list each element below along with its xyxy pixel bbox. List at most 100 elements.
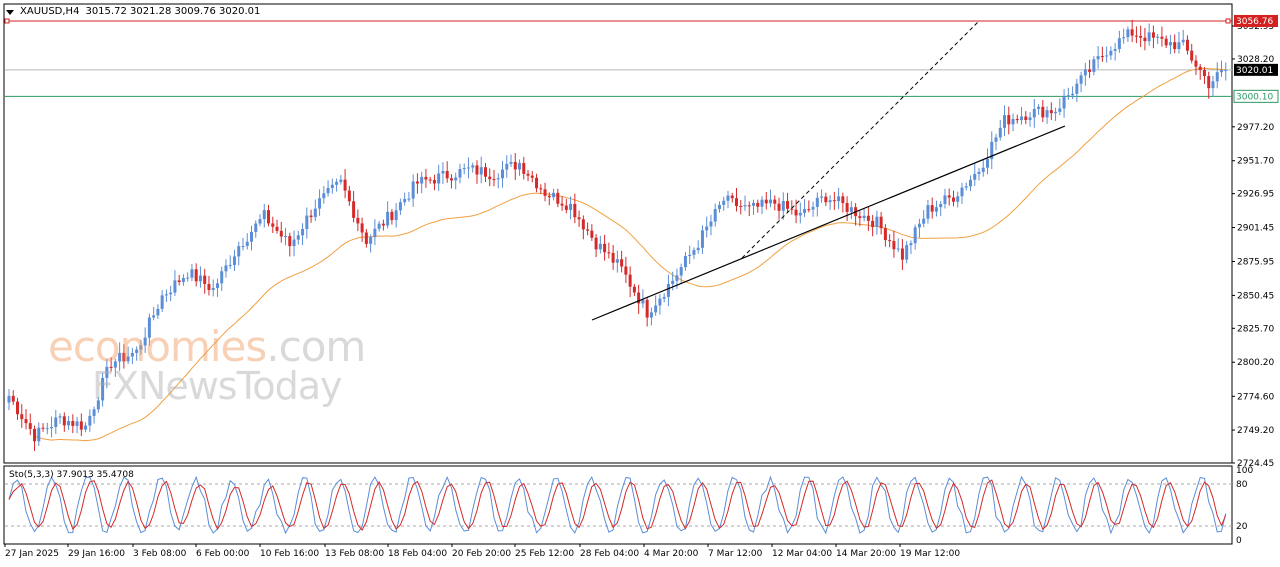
candle-body [390, 211, 394, 221]
candle-body [215, 283, 219, 288]
candle-body [917, 223, 921, 228]
candle-body [301, 228, 305, 236]
x-tick-label: 6 Feb 00:00 [196, 549, 250, 559]
level-label-resistance: 3056.76 [1236, 17, 1273, 27]
candle-body [462, 168, 466, 170]
candle-body [611, 252, 615, 263]
candle-body [407, 198, 411, 200]
x-tick-label: 20 Feb 20:00 [452, 549, 511, 559]
candle-body [875, 216, 879, 227]
candle-body [1028, 117, 1032, 120]
candle-body [152, 315, 156, 318]
candle-body [679, 267, 683, 276]
stochastic-k-line [8, 475, 1227, 535]
candle-body [769, 199, 773, 204]
candle-body [956, 196, 960, 202]
support-trendline [591, 125, 1066, 321]
candle-body [896, 248, 900, 250]
candle-body [922, 218, 926, 224]
candle-body [483, 167, 487, 177]
candle-body [156, 308, 160, 316]
candle-body [688, 254, 692, 257]
candle-body [909, 243, 913, 246]
candle-body [964, 186, 968, 188]
candle-body [1011, 119, 1015, 125]
candle-body [194, 269, 198, 282]
candle-body [122, 352, 126, 362]
candle-body [807, 209, 811, 211]
candle-body [505, 163, 509, 170]
candle-body [764, 199, 768, 204]
candle-body [71, 421, 75, 426]
candle-body [620, 259, 624, 267]
candle-body [1092, 59, 1096, 72]
candle-body [1198, 66, 1202, 71]
y-tick-label: 2901.45 [1237, 224, 1274, 234]
candle-body [50, 427, 54, 429]
candle-body [45, 428, 49, 430]
candle-body [135, 349, 139, 353]
dropdown-triangle-icon[interactable] [6, 10, 14, 15]
candle-body [220, 271, 224, 284]
x-tick-label: 7 Mar 12:00 [708, 549, 763, 559]
candle-body [1083, 69, 1087, 76]
candle-body [811, 206, 815, 210]
candle-body [1130, 29, 1134, 36]
candle-body [241, 246, 245, 248]
candle-body [535, 177, 539, 189]
ohlc-values: 3015.72 3021.28 3009.76 3020.01 [85, 6, 261, 17]
candle-body [837, 196, 841, 202]
candle-body [820, 196, 824, 198]
candle-body [113, 361, 117, 368]
candle-body [20, 414, 24, 420]
candle-body [305, 215, 309, 229]
candle-body [522, 163, 526, 174]
candle-body [403, 199, 407, 203]
candle-body [794, 209, 798, 216]
candle-body [445, 171, 449, 179]
candle-body [492, 179, 496, 181]
candle-body [696, 247, 700, 251]
candle-body [147, 317, 151, 338]
candle-body [739, 206, 743, 208]
candle-body [437, 173, 441, 184]
candle-body [471, 165, 475, 168]
x-tick-label: 3 Feb 08:00 [133, 549, 187, 559]
y-tick-label: 2749.20 [1237, 426, 1274, 436]
candle-body [968, 179, 972, 187]
stochastic-label: Sto(5,3,3) 37.9013 35.4708 [9, 470, 134, 480]
candle-body [1143, 37, 1147, 42]
candle-body [1109, 50, 1113, 56]
candle-body [841, 196, 845, 203]
candle-body [1224, 69, 1228, 71]
level-badge-current [1234, 63, 1278, 76]
candle-body [1096, 56, 1100, 60]
candle-body [1194, 60, 1198, 67]
candle-body [501, 169, 505, 179]
candle-body [1134, 35, 1138, 37]
candle-body [1219, 69, 1223, 73]
candle-body [986, 159, 990, 168]
candle-body [279, 230, 283, 237]
candle-body [1160, 36, 1164, 39]
candle-body [79, 421, 83, 430]
candle-body [603, 243, 607, 253]
candle-body [160, 295, 164, 309]
candle-body [998, 127, 1002, 138]
candle-body [786, 201, 790, 209]
candle-body [139, 345, 143, 350]
candle-body [245, 241, 249, 247]
candle-body [709, 221, 713, 227]
candle-body [645, 299, 649, 318]
candle-body [628, 274, 632, 287]
stochastic-scale-label: 100 [1236, 466, 1253, 476]
candle-body [339, 179, 343, 182]
candle-body [1113, 49, 1117, 51]
candle-body [1062, 96, 1066, 109]
candle-body [386, 211, 390, 226]
candle-body [181, 278, 185, 283]
candle-body [369, 237, 373, 244]
candle-body [790, 208, 794, 210]
candle-body [326, 188, 330, 194]
candle-body [1173, 42, 1177, 50]
